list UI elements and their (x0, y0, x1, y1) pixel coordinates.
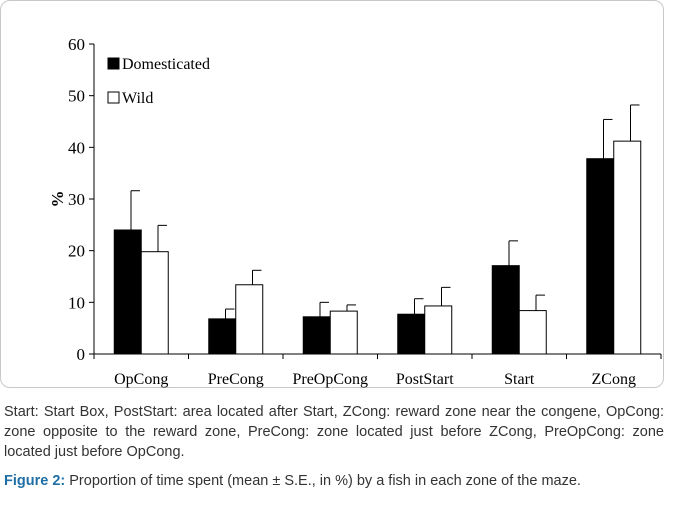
y-tick-label: 50 (68, 87, 85, 106)
legend-swatch-domesticated (107, 57, 120, 70)
x-tick-label: PreOpCong (292, 371, 368, 388)
bar-wild-opcong (140, 251, 169, 355)
figure-caption: Figure 2: Proportion of time spent (mean… (4, 471, 664, 491)
bar-domesticated-opcong (113, 229, 142, 355)
bar-chart: 0 10 20 30 40 50 60% OpCong PreCong PreOpCong Post… (48, 35, 662, 388)
x-tick-label: OpCong (114, 371, 168, 388)
x-tick-label: PostStart (396, 371, 454, 388)
bar-domesticated-preopcong (302, 316, 331, 355)
x-tick-label: PreCong (208, 371, 264, 388)
y-tick-label: 20 (68, 242, 85, 261)
bar-domesticated-precong (208, 318, 237, 355)
figure-frame: 0 10 20 30 40 50 60% OpCong PreCong PreOpCong Post… (0, 0, 664, 388)
y-tick-label: 40 (68, 138, 85, 157)
bar-domesticated-start (491, 265, 520, 355)
x-tick-label: ZCong (592, 371, 636, 388)
figure-label: Figure 2: (4, 473, 66, 489)
bar-wild-preopcong (329, 310, 358, 355)
legend: Domesticated Wild (107, 56, 210, 107)
bar-wild-precong (235, 284, 264, 355)
bar-domesticated-poststart (397, 313, 426, 355)
y-tick-label: 60 (68, 35, 85, 54)
figure-caption-text: Proportion of time spent (mean ± S.E., i… (65, 473, 581, 489)
bar-wild-start (518, 310, 547, 355)
bar-wild-poststart (424, 305, 453, 355)
legend-label-domesticated: Domesticated (122, 56, 210, 73)
y-axis-label: % (48, 191, 67, 208)
legend-label-wild: Wild (122, 90, 153, 107)
legend-swatch-wild (107, 91, 120, 104)
bar-wild-zcong (613, 140, 642, 355)
y-tick-label: 10 (68, 293, 85, 312)
x-tick-label: Start (504, 371, 535, 388)
bar-domesticated-zcong (586, 158, 615, 355)
zone-abbreviation-note: Start: Start Box, PostStart: area locate… (4, 404, 664, 460)
y-tick-label: 30 (68, 190, 85, 209)
y-tick-label: 0 (77, 345, 86, 364)
